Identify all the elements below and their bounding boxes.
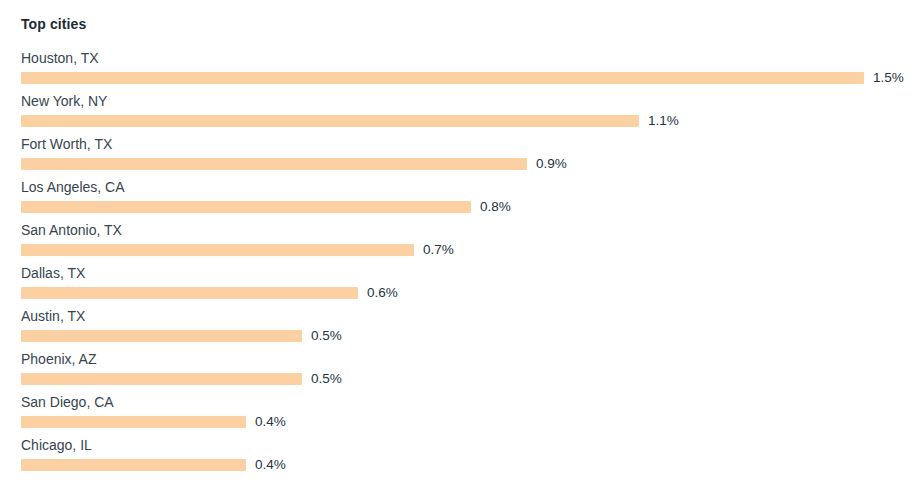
bar-rows: Houston, TX 1.5% New York, NY 1.1% Fort … <box>21 50 904 472</box>
bar-value-label: 0.6% <box>367 286 398 300</box>
bar-row: Phoenix, AZ 0.5% <box>21 351 904 386</box>
bar-row: San Diego, CA 0.4% <box>21 394 904 429</box>
bar-row: San Antonio, TX 0.7% <box>21 222 904 257</box>
bar-value-label: 0.4% <box>255 415 286 429</box>
bar-category-label: New York, NY <box>21 93 904 110</box>
bar-category-label: Houston, TX <box>21 50 904 67</box>
bar-category-label: Los Angeles, CA <box>21 179 904 196</box>
bar[interactable] <box>21 373 302 385</box>
bar[interactable] <box>21 72 864 84</box>
bar[interactable] <box>21 158 527 170</box>
bar-row: Los Angeles, CA 0.8% <box>21 179 904 214</box>
bar[interactable] <box>21 459 246 471</box>
bar-category-label: Chicago, IL <box>21 437 904 454</box>
bar-track: 0.5% <box>21 329 904 343</box>
bar-row: Austin, TX 0.5% <box>21 308 904 343</box>
bar-track: 1.5% <box>21 71 904 85</box>
bar-category-label: San Antonio, TX <box>21 222 904 239</box>
bar[interactable] <box>21 287 358 299</box>
bar-value-label: 1.1% <box>648 114 679 128</box>
bar-value-label: 0.9% <box>536 157 567 171</box>
bar[interactable] <box>21 115 639 127</box>
bar-track: 1.1% <box>21 114 904 128</box>
bar-category-label: San Diego, CA <box>21 394 904 411</box>
bar-track: 0.9% <box>21 157 904 171</box>
chart-title: Top cities <box>21 15 904 33</box>
bar-track: 0.5% <box>21 372 904 386</box>
bar-row: Fort Worth, TX 0.9% <box>21 136 904 171</box>
bar-track: 0.6% <box>21 286 904 300</box>
bar-value-label: 0.5% <box>311 372 342 386</box>
bar-track: 0.8% <box>21 200 904 214</box>
bar[interactable] <box>21 416 246 428</box>
bar-value-label: 0.5% <box>311 329 342 343</box>
bar-track: 0.4% <box>21 415 904 429</box>
bar-row: New York, NY 1.1% <box>21 93 904 128</box>
bar-category-label: Fort Worth, TX <box>21 136 904 153</box>
bar-value-label: 0.8% <box>480 200 511 214</box>
bar-row: Dallas, TX 0.6% <box>21 265 904 300</box>
bar-category-label: Dallas, TX <box>21 265 904 282</box>
bar-category-label: Austin, TX <box>21 308 904 325</box>
bar-category-label: Phoenix, AZ <box>21 351 904 368</box>
bar-value-label: 1.5% <box>873 71 904 85</box>
top-cities-chart: Top cities Houston, TX 1.5% New York, NY… <box>0 0 924 472</box>
bar[interactable] <box>21 330 302 342</box>
bar[interactable] <box>21 244 414 256</box>
bar-row: Houston, TX 1.5% <box>21 50 904 85</box>
bar-track: 0.7% <box>21 243 904 257</box>
bar-track: 0.4% <box>21 458 904 472</box>
bar-value-label: 0.7% <box>423 243 454 257</box>
bar[interactable] <box>21 201 471 213</box>
bar-row: Chicago, IL 0.4% <box>21 437 904 472</box>
bar-value-label: 0.4% <box>255 458 286 472</box>
